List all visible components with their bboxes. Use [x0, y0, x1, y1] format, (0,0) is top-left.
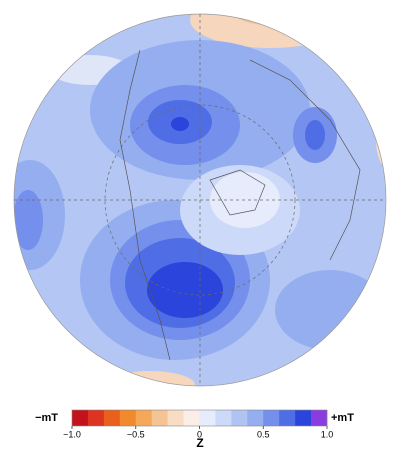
colorbar-cell — [119, 410, 137, 426]
colorbar-tick-label: 0 — [197, 429, 202, 439]
colorbar-max-label: +mT — [331, 412, 354, 424]
graticule — [13, 13, 387, 387]
colorbar-cell — [247, 410, 264, 426]
colorbar-tick-label: −0.5 — [127, 429, 145, 439]
colorbar-cell — [279, 410, 296, 426]
colorbar-cell — [215, 410, 232, 426]
colorbar-tick-label: 0.5 — [257, 429, 270, 439]
colorbar-cell — [295, 410, 312, 426]
colorbar-cell — [183, 410, 200, 426]
colorbar-cell — [263, 410, 280, 426]
colorbar-cell — [103, 410, 121, 426]
colorbar-cell — [87, 410, 105, 426]
colorbar-cell — [199, 410, 216, 426]
colorbar-cell — [135, 410, 152, 426]
colorbar-cell — [167, 410, 184, 426]
colorbar-cell — [231, 410, 248, 426]
colorbar: −mT +mT Z −1.0 −0.5 0 0.5 1.0 — [35, 409, 354, 450]
colorbar-cell — [72, 410, 89, 426]
colorbar-title: Z — [196, 436, 203, 450]
colorbar-tick-label: −1.0 — [63, 429, 81, 439]
colorbar-cell — [311, 410, 328, 426]
colorbar-tick-label: 1.0 — [321, 429, 334, 439]
colorbar-cell — [151, 410, 168, 426]
colorbar-min-label: −mT — [35, 412, 58, 424]
